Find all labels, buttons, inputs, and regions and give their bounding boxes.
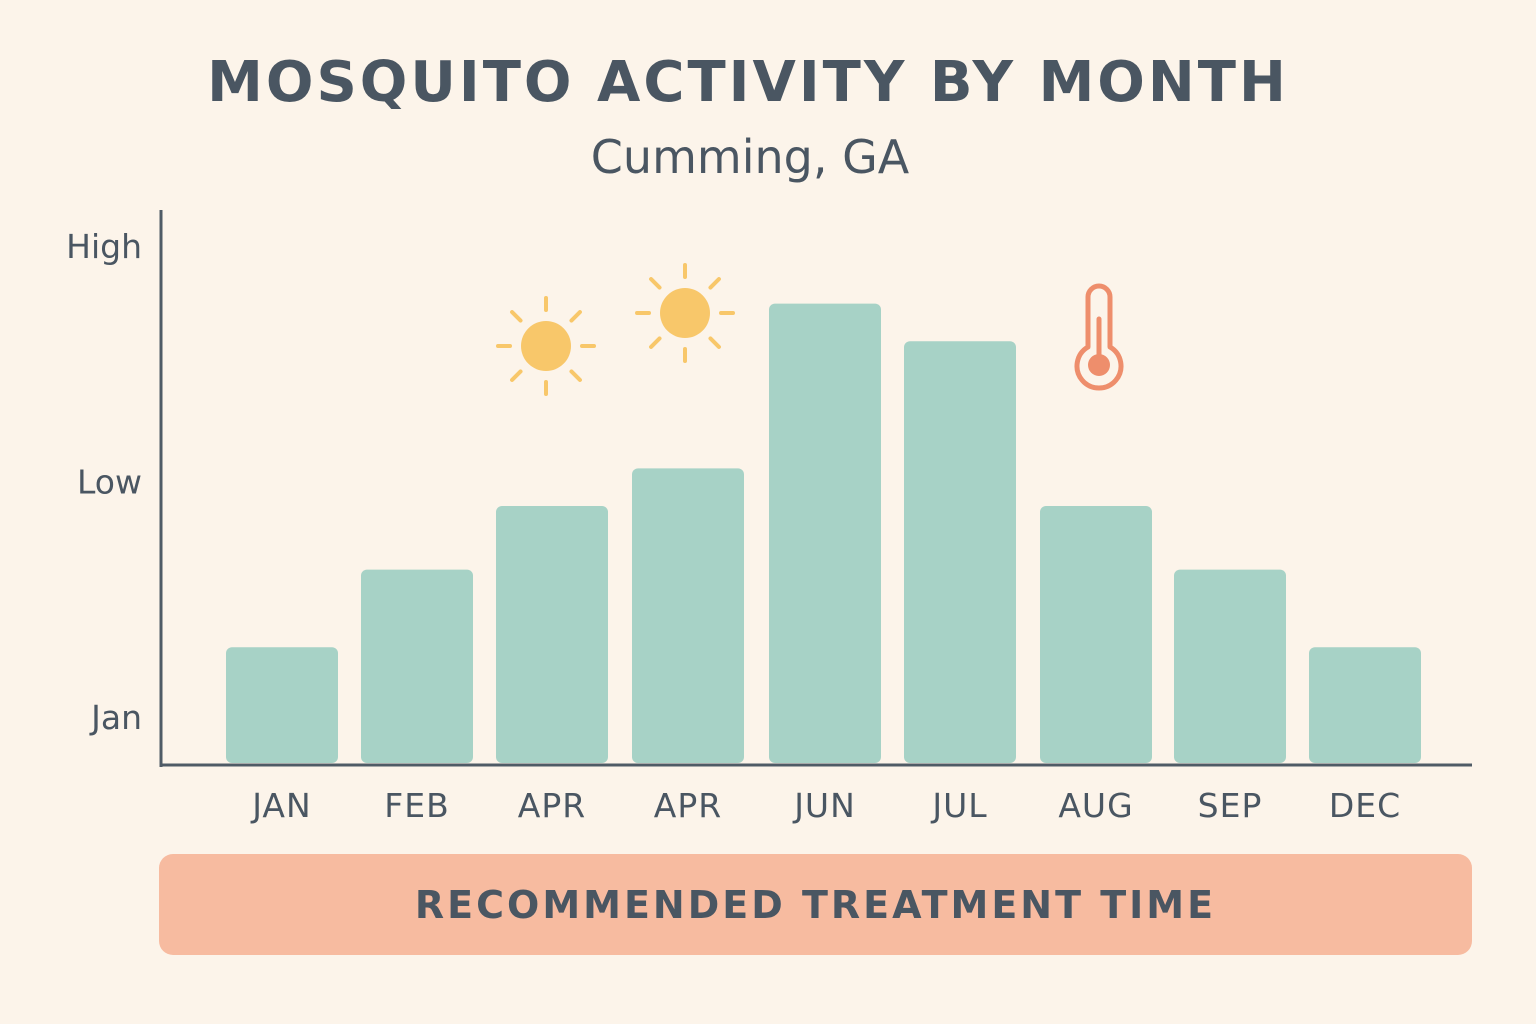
bar-jun-4 [769, 303, 881, 763]
bar-feb-1 [361, 569, 473, 763]
treatment-banner: RECOMMENDED TREATMENT TIME [159, 854, 1472, 955]
x-tick-label: JAN [250, 786, 311, 825]
bar-sep-7 [1174, 569, 1286, 763]
x-tick-label: JUN [792, 786, 856, 825]
thermometer-icon [1074, 283, 1124, 391]
sun-ray [510, 369, 523, 382]
chart-title: MOSQUITO ACTIVITY BY MONTH [207, 50, 1289, 115]
bar-apr-2 [496, 506, 608, 763]
bar-jul-5 [904, 341, 1016, 763]
sun-ray [569, 310, 582, 323]
sun-ray [510, 310, 523, 323]
sun-ray [649, 277, 662, 290]
bar-dec-8 [1309, 647, 1421, 763]
y-tick-label: High [66, 227, 142, 266]
x-tick-label: JUL [930, 786, 987, 825]
sun-icon [496, 296, 596, 396]
sun-core [521, 321, 571, 371]
bar-aug-6 [1040, 506, 1152, 763]
x-tick-label: FEB [384, 786, 449, 825]
bar-jan-0 [226, 647, 338, 763]
x-tick-label: APR [654, 786, 722, 825]
treatment-banner-label: RECOMMENDED TREATMENT TIME [414, 882, 1217, 927]
x-tick-label: APR [518, 786, 586, 825]
y-tick-label: Low [77, 463, 142, 502]
y-tick-label: Jan [89, 698, 142, 737]
sun-ray [569, 369, 582, 382]
sun-core [660, 288, 710, 338]
x-tick-label: AUG [1058, 786, 1133, 825]
thermometer-outline [1074, 283, 1124, 391]
x-tick-label: SEP [1198, 786, 1263, 825]
sun-ray [708, 277, 721, 290]
sun-ray [708, 336, 721, 349]
sun-icon [635, 263, 735, 363]
chart-subtitle: Cumming, GA [590, 130, 910, 184]
sun-ray [649, 336, 662, 349]
x-tick-label: DEC [1329, 786, 1401, 825]
bar-apr-3 [632, 468, 744, 763]
thermometer-bulb [1088, 354, 1110, 376]
